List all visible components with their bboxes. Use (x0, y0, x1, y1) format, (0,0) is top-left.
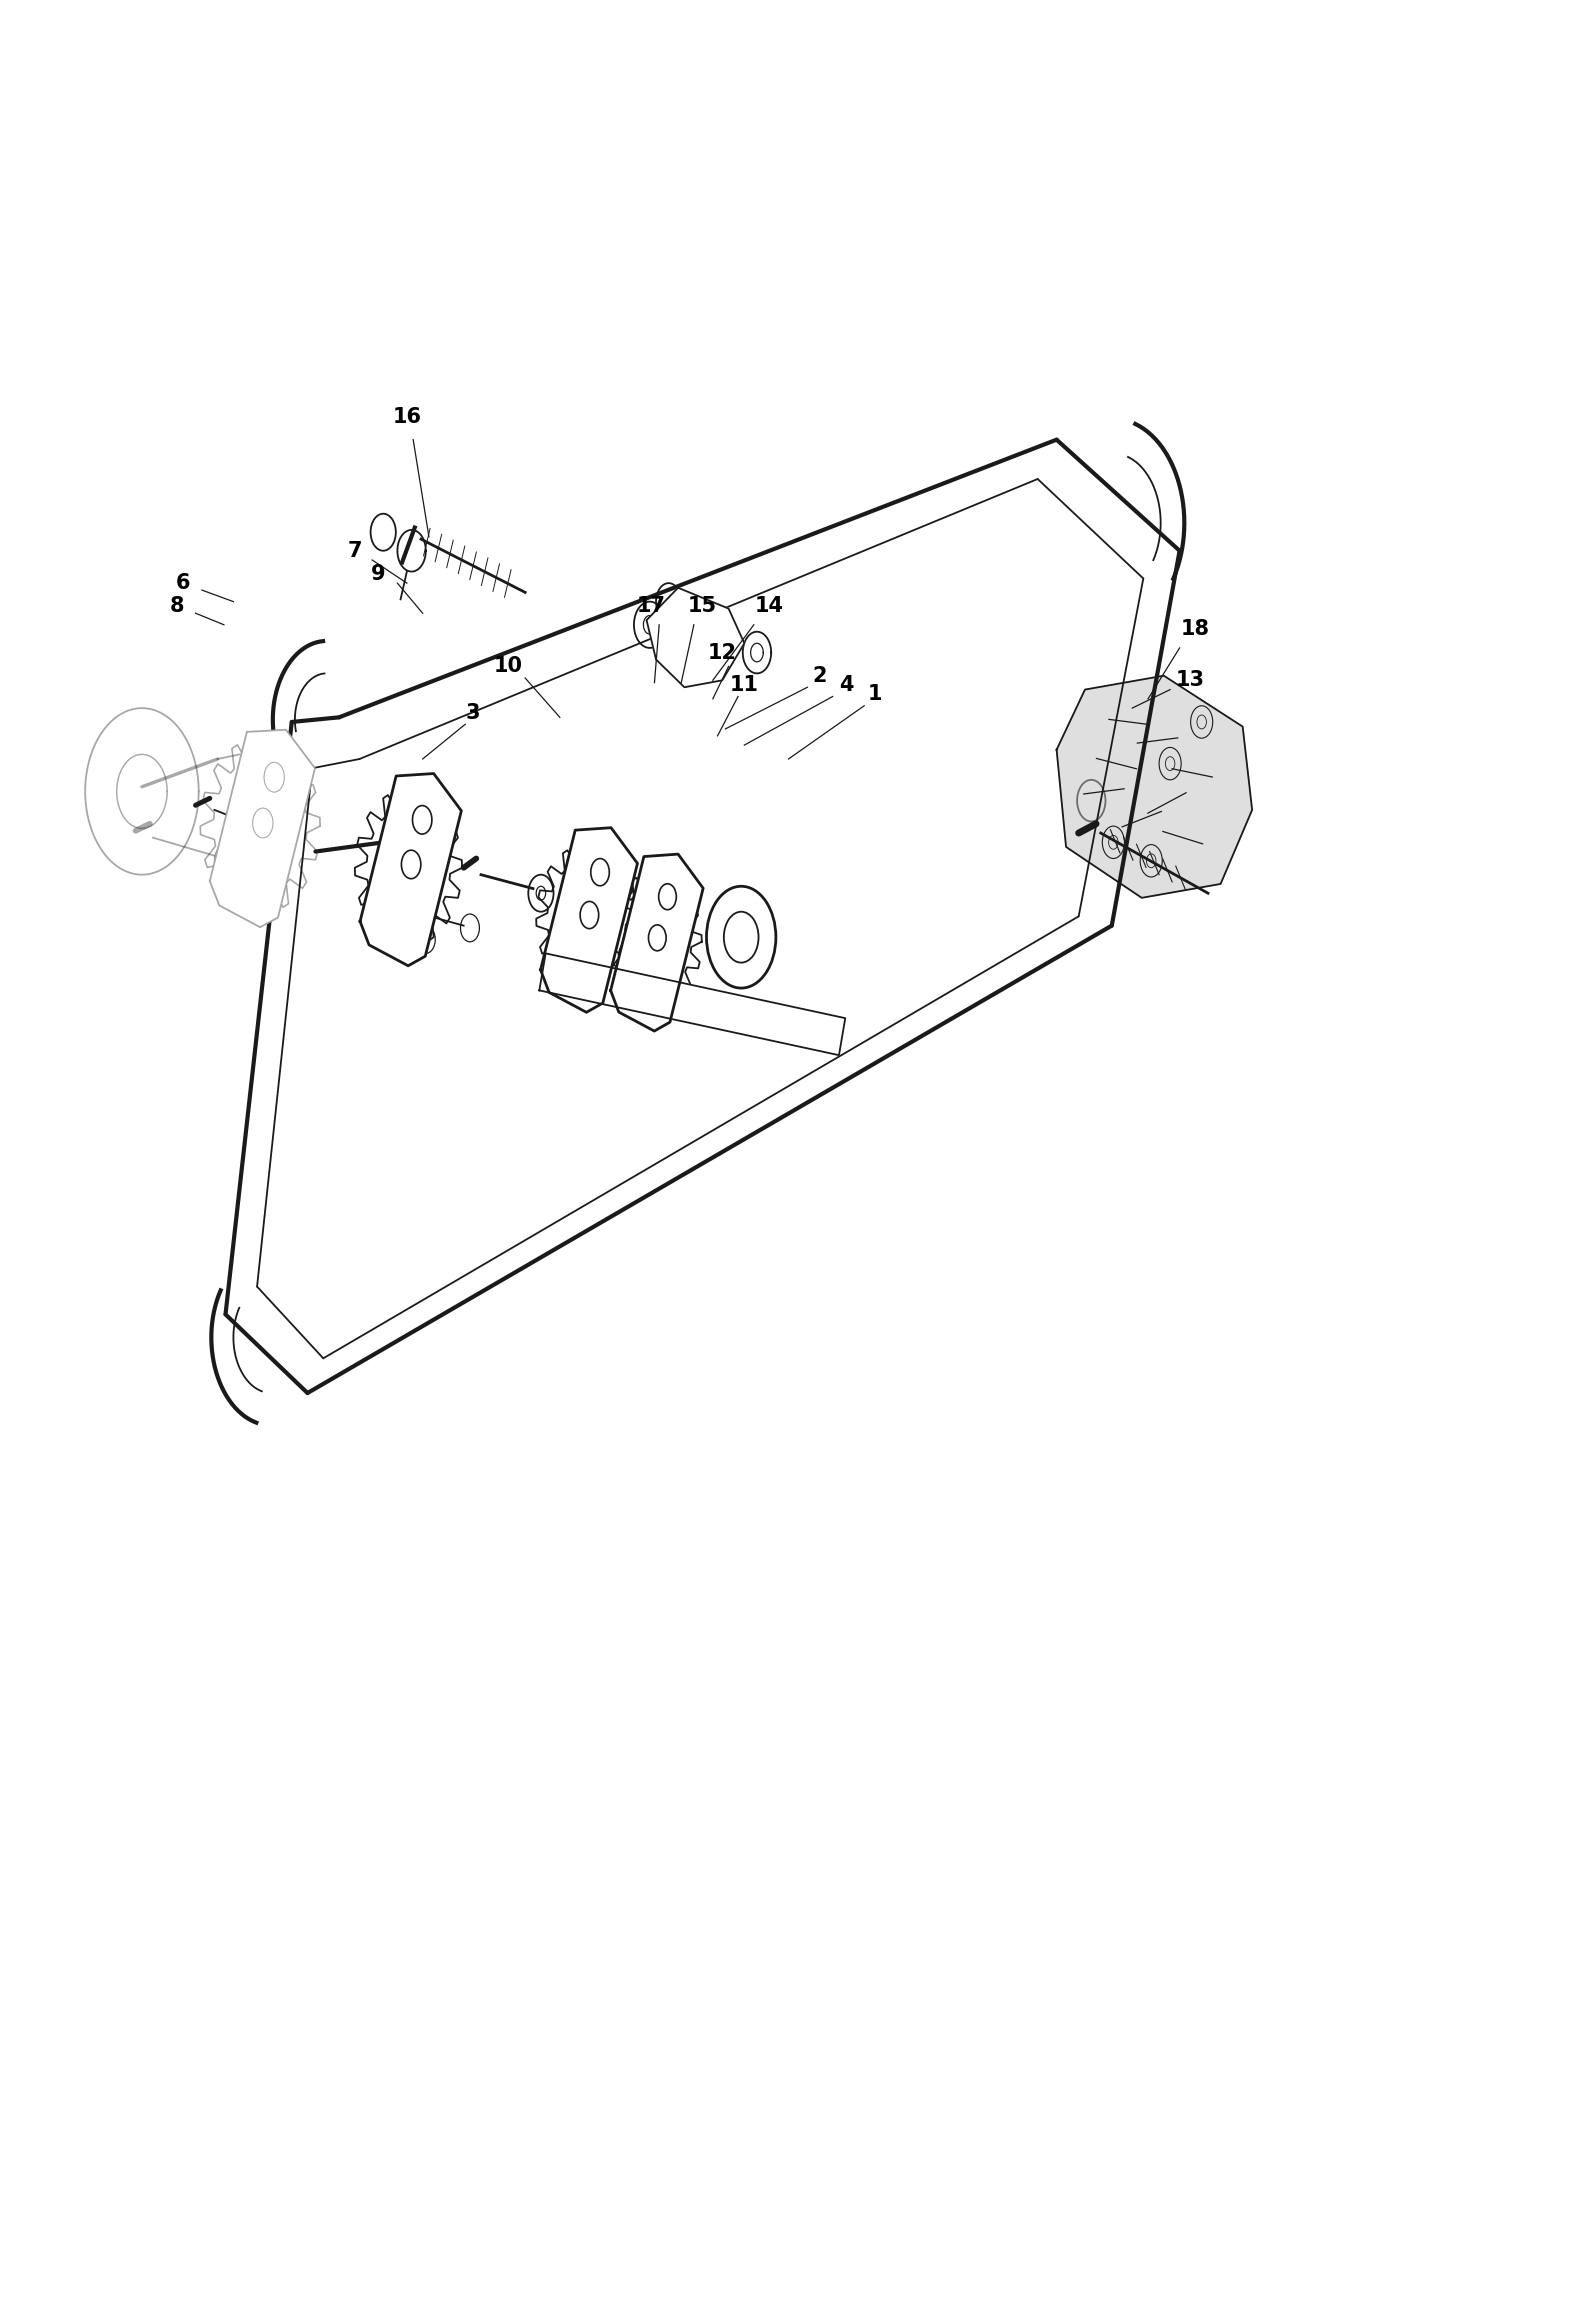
Text: 4: 4 (839, 676, 855, 694)
Text: 12: 12 (708, 643, 736, 662)
Polygon shape (610, 854, 703, 1032)
Text: 17: 17 (637, 597, 665, 616)
Text: 3: 3 (465, 703, 481, 722)
Text: 16: 16 (393, 407, 421, 426)
Polygon shape (1057, 676, 1252, 898)
Text: 9: 9 (371, 565, 386, 583)
Text: 18: 18 (1181, 620, 1210, 639)
Text: 6: 6 (175, 574, 191, 592)
Polygon shape (539, 953, 845, 1055)
Text: 13: 13 (1176, 671, 1205, 690)
Polygon shape (360, 773, 462, 965)
Polygon shape (210, 729, 315, 928)
Text: 15: 15 (688, 597, 716, 616)
Text: 11: 11 (730, 676, 759, 694)
Text: 14: 14 (755, 597, 784, 616)
Polygon shape (541, 828, 637, 1011)
Text: 2: 2 (812, 666, 828, 685)
Polygon shape (647, 588, 744, 687)
Text: 7: 7 (347, 541, 363, 560)
Text: 1: 1 (867, 685, 883, 703)
Text: 8: 8 (169, 597, 185, 616)
Text: 10: 10 (494, 657, 522, 676)
Circle shape (706, 886, 776, 988)
